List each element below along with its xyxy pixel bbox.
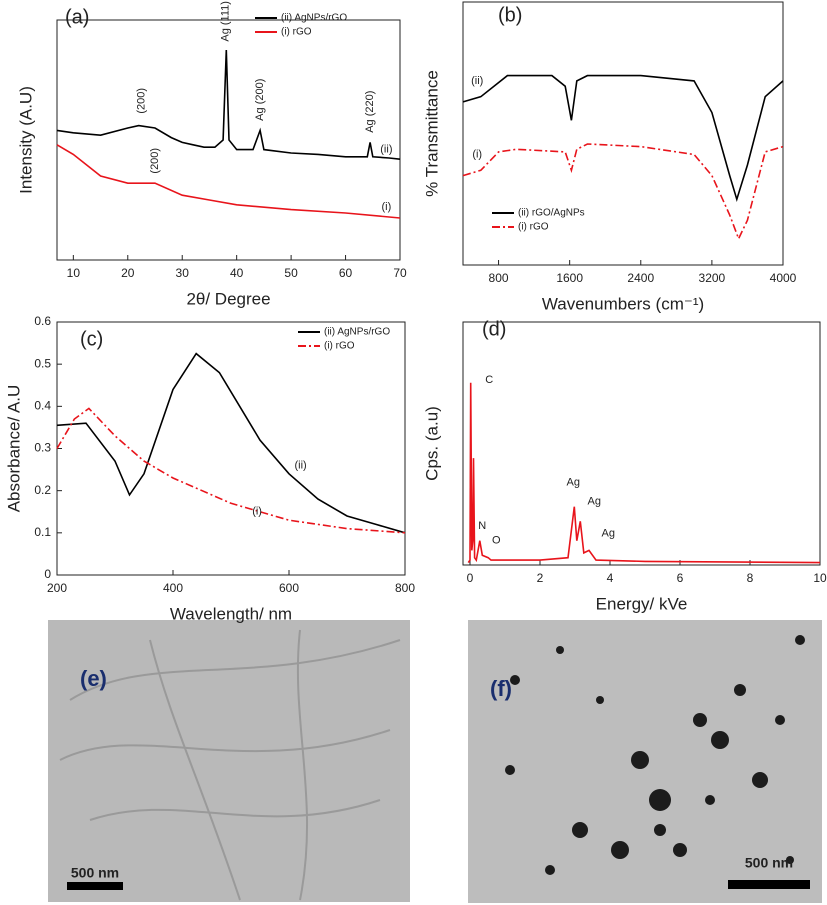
panel-label: (d) (482, 318, 506, 340)
x-axis-label: Wavelength/ nm (170, 604, 292, 623)
legend-label: (i) rGO (518, 222, 549, 233)
legend-label: (i) rGO (324, 341, 355, 352)
y-axis-label: Intensity (A.U) (16, 86, 35, 194)
x-tick-label: 4000 (770, 271, 797, 285)
x-tick-label: 600 (279, 581, 299, 595)
x-tick-label: 20 (121, 266, 135, 280)
x-tick-label: 4 (607, 571, 614, 585)
annotation: (200) (149, 148, 161, 174)
annotation: (ii) (294, 459, 306, 471)
data-line (56, 352, 406, 534)
scale-bar-label: 500 nm (745, 855, 793, 871)
scale-bar-label: 500 nm (71, 865, 119, 881)
plot-frame (56, 19, 401, 261)
panel-label: (c) (80, 328, 103, 350)
x-axis-label: Energy/ kVe (596, 594, 688, 613)
annotation: (ii) (471, 75, 483, 87)
x-tick-label: 70 (393, 266, 407, 280)
plot-frame (56, 321, 406, 576)
x-tick-label: 800 (489, 271, 509, 285)
x-tick-label: 400 (163, 581, 183, 595)
data-line (56, 407, 406, 534)
legend-label: (ii) AgNPs/rGO (281, 13, 347, 24)
panel-label: (b) (498, 4, 522, 26)
x-axis-label: Wavenumbers (cm⁻¹) (542, 294, 704, 313)
data-line (462, 74, 784, 203)
y-axis-label: Cps. (a.u) (422, 406, 441, 481)
image-label: (e) (80, 666, 107, 691)
x-tick-label: 40 (230, 266, 244, 280)
y-tick-label: 0.5 (34, 356, 51, 370)
plot-frame (462, 1, 784, 266)
data-line (467, 382, 821, 564)
data-line (56, 144, 401, 219)
y-tick-label: 0.1 (34, 525, 51, 539)
annotation: (ii) (380, 144, 392, 156)
annotation: (i) (472, 148, 482, 160)
y-tick-label: 0.2 (34, 483, 51, 497)
x-tick-label: 0 (467, 571, 474, 585)
annotation: (i) (252, 506, 262, 518)
x-axis-label: 2θ/ Degree (186, 289, 270, 308)
legend-label: (ii) AgNPs/rGO (324, 327, 390, 338)
y-tick-label: 0.4 (34, 399, 51, 413)
annotation: Ag (567, 476, 580, 488)
annotation: (200) (135, 88, 147, 114)
x-tick-label: 60 (339, 266, 353, 280)
annotation: Ag (220) (364, 91, 376, 133)
annotation: C (485, 374, 493, 386)
y-tick-label: 0.6 (34, 314, 51, 328)
legend-label: (i) rGO (281, 27, 312, 38)
tem-image-e: (e) 500 nm (48, 620, 410, 902)
plot-frame (462, 321, 821, 566)
y-axis-label: % Transmittance (422, 70, 441, 197)
x-tick-label: 1600 (556, 271, 583, 285)
x-tick-label: 6 (677, 571, 684, 585)
data-line (462, 143, 784, 241)
y-axis-label: Absorbance/ A.U (4, 385, 23, 513)
x-tick-label: 10 (813, 571, 827, 585)
x-tick-label: 10 (67, 266, 81, 280)
y-tick-label: 0 (44, 567, 51, 581)
annotation: Ag (111) (220, 1, 232, 42)
tem-image-f: (f) 500 nm (468, 620, 822, 903)
image-label: (f) (490, 676, 512, 701)
annotation: Ag (602, 527, 615, 539)
annotation: N (478, 520, 486, 532)
annotation: Ag (200) (254, 79, 266, 121)
annotation: (i) (381, 201, 391, 213)
x-tick-label: 2400 (627, 271, 654, 285)
annotation: Ag (588, 496, 601, 508)
x-tick-label: 200 (47, 581, 67, 595)
x-tick-label: 50 (284, 266, 298, 280)
x-tick-label: 30 (176, 266, 190, 280)
data-line (56, 49, 401, 160)
legend-label: (ii) rGO/AgNPs (518, 208, 585, 219)
annotation: O (492, 535, 501, 547)
x-tick-label: 8 (747, 571, 754, 585)
y-tick-label: 0.3 (34, 441, 51, 455)
panel-label: (a) (65, 6, 89, 28)
x-tick-label: 3200 (699, 271, 726, 285)
x-tick-label: 800 (395, 581, 415, 595)
x-tick-label: 2 (537, 571, 544, 585)
